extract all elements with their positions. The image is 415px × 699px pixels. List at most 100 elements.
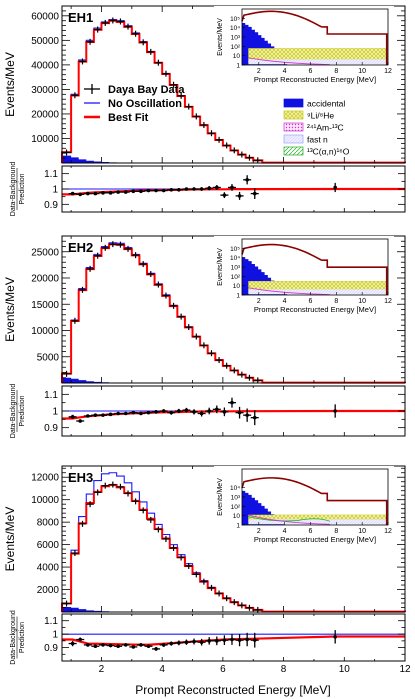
ratio-y-tick-label: 1	[52, 407, 58, 418]
inset-y-tick-label: 10²	[231, 44, 241, 51]
ratio-point-marker	[131, 410, 136, 415]
ratio-point-marker	[101, 413, 105, 417]
y-tick-label: 15000	[31, 300, 59, 311]
ratio-point-marker	[161, 409, 166, 413]
ratio-axis-title: Data-Background	[10, 384, 17, 439]
y-tick-label: 60000	[31, 11, 59, 22]
y-tick-label: 2000	[37, 585, 60, 596]
ratio-y-tick-label: 1	[52, 630, 58, 641]
ratio-point-marker	[215, 407, 219, 412]
inset-x-tick-label: 4	[283, 528, 287, 535]
accidental-histogram	[62, 606, 405, 612]
ratio-point-marker	[78, 419, 83, 423]
ratio-point-marker	[101, 643, 105, 647]
inset-y-tick-label: 10⁵	[230, 246, 240, 253]
ratio-point-marker	[146, 188, 151, 193]
inset-x-tick-label: 6	[309, 298, 313, 305]
inset-y-tick-label: 10	[233, 53, 241, 60]
inset-x-tick-label: 10	[358, 68, 366, 75]
ratio-point-marker	[222, 193, 227, 197]
inset-fast-n	[248, 289, 387, 295]
ratio-point-marker	[123, 411, 128, 416]
ratio-point-marker	[93, 191, 98, 196]
x-tick-label: 2	[99, 664, 105, 675]
ratio-point-marker	[192, 639, 196, 644]
ratio-point-marker	[70, 641, 75, 646]
ratio-point-marker	[230, 400, 234, 405]
ratio-point-marker	[222, 638, 227, 642]
ratio-point-marker	[192, 410, 196, 414]
x-tick-label: 6	[220, 664, 226, 675]
ratio-axis-title: Prediction	[19, 395, 26, 426]
ratio-point-marker	[108, 412, 113, 417]
best-fit-ratio-curve	[62, 187, 405, 196]
ratio-point-marker	[70, 415, 75, 419]
x-tick-label: 8	[281, 664, 287, 675]
ratio-point-marker	[245, 637, 249, 642]
ratio-point-marker	[154, 410, 158, 414]
hall-label: EH3	[68, 470, 93, 485]
ratio-point-marker	[116, 411, 120, 416]
legend-label: Daya Bay Data	[108, 84, 185, 96]
x-tick-label: 12	[399, 664, 411, 675]
best-fit-ratio-curve	[62, 635, 405, 646]
y-tick-label: 10000	[31, 495, 59, 506]
y-tick-label: 10000	[31, 134, 59, 145]
y-axis-title: Events/MeV	[3, 507, 17, 572]
inset-eh2: 2 4 6 8 10 12 1 10 10² 10³ 10⁴ 10⁵ Prompt Reconstruc…	[214, 236, 394, 318]
ratio-panel-eh2: 0.9 1 1.1 Data-Background Prediction	[10, 384, 406, 439]
inset-x-tick-label: 2	[257, 298, 261, 305]
inset-x-tick-label: 2	[257, 68, 261, 75]
inset-am-c	[248, 57, 330, 66]
ratio-point-marker	[146, 644, 151, 649]
inset-y-tick-label: 1	[236, 63, 240, 70]
inset-y-tick-label: 10³	[231, 495, 241, 502]
ratio-axis-title: Prediction	[19, 622, 26, 653]
inset-y-tick-label: 1	[236, 523, 240, 530]
ratio-point-marker	[177, 409, 181, 413]
ratio-point-marker	[123, 190, 128, 194]
ratio-point-marker	[177, 187, 181, 192]
inset-spectrum	[241, 243, 388, 295]
ratio-point-marker	[93, 644, 98, 649]
inset-fast-n	[248, 519, 387, 525]
hall-label: EH2	[68, 240, 93, 255]
y-tick-label: 12000	[31, 473, 59, 484]
y-tick-label: 40000	[31, 60, 59, 71]
ratio-point-marker	[222, 410, 227, 414]
ratio-point-marker	[86, 191, 90, 196]
inset-am-c	[248, 514, 330, 525]
inset-y-tick-label: 10³	[231, 35, 241, 42]
inset-x-tick-label: 8	[334, 298, 338, 305]
y-tick-label: 4000	[37, 563, 60, 574]
inset-legend-swatch-fast-n	[283, 134, 304, 144]
inset-y-axis-title: Events/MeV	[217, 248, 224, 286]
ratio-point-marker	[101, 191, 105, 195]
y-axis-title: Events/MeV	[3, 52, 17, 117]
inset-y-tick-label: 10⁵	[230, 16, 240, 23]
inset-y-axis-title: Events/MeV	[217, 18, 224, 56]
ratio-point-marker	[169, 187, 174, 192]
inset-legend-label: accidental	[307, 99, 345, 109]
ratio-y-tick-label: 1.1	[44, 390, 58, 401]
inset-legend-label: fast n	[307, 135, 328, 145]
ratio-point-marker	[169, 410, 174, 415]
y-tick-label: 10000	[31, 326, 59, 337]
y-tick-label: 30000	[31, 85, 59, 96]
inset-fast-n	[248, 59, 387, 65]
y-tick-label: 20000	[31, 109, 59, 120]
inset-x-axis-title: Prompt Reconstructed Energy [MeV]	[254, 75, 376, 84]
y-tick-label: 20000	[31, 274, 59, 285]
ratio-point-marker	[146, 410, 151, 415]
ratio-point-marker	[207, 639, 212, 643]
ratio-point-marker	[139, 643, 143, 647]
ratio-point-marker	[116, 190, 120, 194]
ratio-point-marker	[78, 192, 83, 197]
inset-y-tick-label: 10⁴	[230, 25, 240, 32]
ratio-point-marker	[333, 635, 337, 639]
inset-c-alpha	[248, 516, 330, 522]
ratio-point-marker	[154, 188, 158, 193]
inset-spectrum	[241, 10, 388, 65]
ratio-point-marker	[86, 643, 90, 647]
